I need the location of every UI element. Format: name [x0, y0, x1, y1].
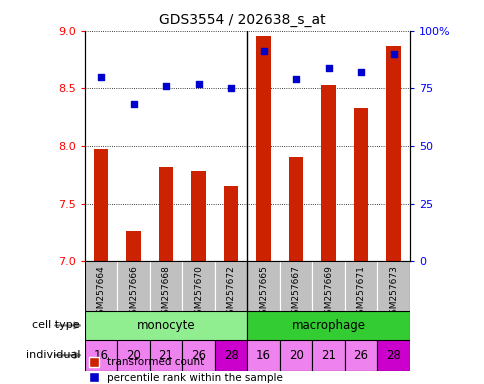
Text: macrophage: macrophage	[291, 319, 365, 332]
Text: GSM257667: GSM257667	[291, 265, 300, 320]
Text: 16: 16	[93, 349, 108, 362]
Bar	[214, 340, 247, 371]
Bar	[256, 36, 271, 261]
Bar	[93, 149, 108, 261]
Bar	[85, 261, 117, 311]
Text: 28: 28	[223, 349, 238, 362]
Bar	[85, 340, 117, 371]
Text: cell type: cell type	[32, 320, 80, 331]
Text: 20: 20	[126, 349, 141, 362]
Text: GSM257665: GSM257665	[258, 265, 268, 320]
Point	[291, 76, 299, 82]
Bar	[353, 108, 368, 261]
Text: 28: 28	[385, 349, 400, 362]
Bar	[279, 340, 312, 371]
Point	[97, 74, 105, 80]
Text: GSM257666: GSM257666	[129, 265, 138, 320]
Bar	[85, 311, 247, 340]
Bar	[247, 261, 279, 311]
Text: GSM257664: GSM257664	[96, 265, 106, 320]
Point	[324, 65, 332, 71]
Point	[129, 101, 137, 108]
Point	[259, 48, 267, 55]
Text: GSM257669: GSM257669	[323, 265, 333, 320]
Text: 16: 16	[256, 349, 271, 362]
Text: GSM257673: GSM257673	[388, 265, 397, 320]
Point	[389, 51, 396, 57]
Bar	[150, 340, 182, 371]
Legend: transformed count, percentile rank within the sample: transformed count, percentile rank withi…	[90, 358, 282, 382]
Bar	[182, 340, 214, 371]
Bar	[223, 186, 238, 261]
Text: 26: 26	[353, 349, 368, 362]
Bar	[320, 85, 335, 261]
Bar	[288, 157, 303, 261]
Point	[194, 81, 202, 87]
Bar	[158, 167, 173, 261]
Text: 26: 26	[191, 349, 206, 362]
Bar	[117, 261, 150, 311]
Text: GSM257668: GSM257668	[161, 265, 170, 320]
Bar	[312, 340, 344, 371]
Point	[356, 69, 364, 75]
Bar	[279, 261, 312, 311]
Bar	[247, 311, 409, 340]
Point	[227, 85, 234, 91]
Text: monocyte: monocyte	[136, 319, 195, 332]
Bar	[117, 340, 150, 371]
Bar	[377, 340, 409, 371]
Text: GDS3554 / 202638_s_at: GDS3554 / 202638_s_at	[159, 13, 325, 27]
Text: GSM257671: GSM257671	[356, 265, 365, 320]
Bar	[344, 261, 377, 311]
Bar	[182, 261, 214, 311]
Bar	[385, 46, 400, 261]
Text: individual: individual	[26, 350, 80, 360]
Point	[162, 83, 169, 89]
Bar	[312, 261, 344, 311]
Text: 21: 21	[158, 349, 173, 362]
Text: 21: 21	[320, 349, 335, 362]
Text: GSM257670: GSM257670	[194, 265, 203, 320]
Text: GSM257672: GSM257672	[226, 265, 235, 320]
Bar	[150, 261, 182, 311]
Bar	[344, 340, 377, 371]
Bar	[214, 261, 247, 311]
Text: 20: 20	[288, 349, 303, 362]
Bar	[247, 340, 279, 371]
Bar	[126, 231, 141, 261]
Bar	[191, 171, 206, 261]
Bar	[377, 261, 409, 311]
